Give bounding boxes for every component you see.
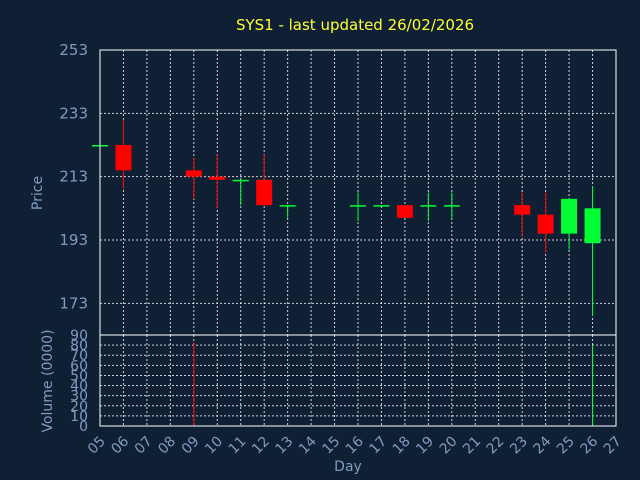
volume-bars: [193, 342, 594, 426]
volume-grid: [100, 335, 616, 426]
x-tick-label: 14: [296, 433, 320, 457]
candles: [92, 119, 601, 316]
price-tick-label: 193: [59, 231, 88, 249]
volume-tick-label: 70: [70, 348, 88, 364]
candle-body: [350, 205, 366, 207]
x-tick-label: 07: [132, 434, 156, 458]
volume-frame: [99, 334, 617, 427]
volume-tick-label: 40: [70, 379, 88, 395]
x-axis-label: Day: [334, 459, 362, 475]
candle-body: [115, 145, 132, 171]
volume-tick-label: 50: [70, 368, 88, 384]
candle-body: [232, 179, 249, 182]
candle-body: [209, 176, 226, 180]
price-grid: [100, 50, 616, 335]
x-tick-label: 26: [577, 433, 601, 457]
candle-body: [514, 205, 531, 215]
candle-body: [373, 205, 390, 207]
price-y-ticks: 173 193 213 233 253: [59, 41, 88, 312]
x-tick-label: 08: [155, 434, 179, 458]
x-tick-label: 16: [343, 433, 367, 457]
price-tick-label: 173: [59, 294, 88, 312]
candle-body: [396, 205, 413, 218]
x-tick-label: 21: [460, 434, 484, 458]
price-tick-label: 253: [59, 41, 88, 59]
x-tick-label: 19: [413, 434, 437, 458]
x-ticks: 05 06 07 08 09 10 11 12 13 14 15 16 17 18 19 20 21 22 23 24…: [85, 433, 625, 457]
price-axis-label: Price: [30, 176, 46, 210]
x-tick-label: 05: [85, 434, 109, 458]
volume-tick-label: 20: [70, 399, 88, 415]
candle-body: [256, 179, 273, 206]
volume-axis-label: Volume (0000): [40, 329, 56, 432]
x-tick-label: 09: [179, 434, 203, 458]
x-tick-label: 10: [202, 434, 226, 458]
chart-title: SYS1 - last updated 26/02/2026: [236, 16, 474, 34]
x-tick-label: 13: [273, 434, 297, 458]
x-tick-label: 27: [601, 434, 625, 458]
volume-tick-label: 30: [70, 389, 88, 405]
price-panel: 173 193 213 233 253 Price: [30, 41, 617, 336]
x-tick-label: 20: [437, 434, 461, 458]
x-tick-label: 22: [484, 434, 508, 458]
x-tick-label: 15: [319, 434, 343, 458]
volume-tick-label: 0: [79, 419, 88, 435]
x-tick-label: 11: [226, 434, 250, 458]
candle-body: [420, 205, 437, 207]
price-tick-label: 213: [59, 168, 88, 186]
volume-tick-label: 80: [70, 338, 88, 354]
x-tick-label: 24: [531, 433, 555, 457]
volume-tick-label: 90: [70, 328, 88, 344]
x-tick-label: 12: [249, 434, 273, 458]
candle-body: [537, 214, 554, 234]
candle-body: [561, 198, 578, 234]
x-tick-label: 06: [108, 433, 132, 457]
volume-tick-label: 10: [70, 409, 88, 425]
x-tick-label: 23: [507, 434, 531, 458]
price-tick-label: 233: [59, 104, 88, 122]
x-tick-label: 17: [366, 434, 390, 458]
candle-body: [279, 205, 296, 207]
x-tick-label: 25: [554, 434, 578, 458]
candle-body: [443, 205, 460, 207]
volume-tick-label: 60: [70, 358, 88, 374]
x-tick-label: 18: [390, 434, 414, 458]
candle-body: [185, 170, 202, 177]
candle-body: [584, 208, 601, 244]
